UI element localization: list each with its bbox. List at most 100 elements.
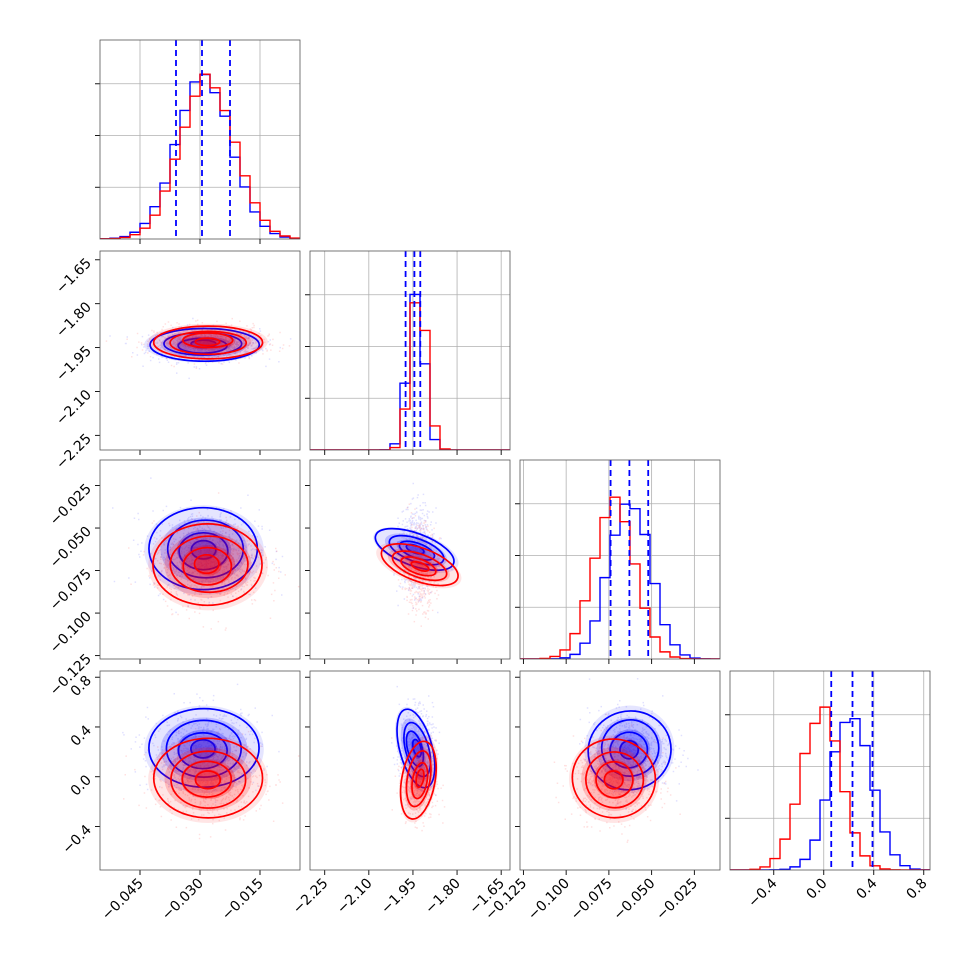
panel-plot-area [105, 317, 292, 380]
contour-line-1 [603, 770, 624, 790]
density-fill-1 [581, 747, 647, 812]
panel-frame [519, 670, 721, 871]
contour-line-0 [190, 539, 217, 560]
y-tick-label: −1.80 [53, 299, 95, 341]
density-fill-0 [190, 739, 218, 760]
y-tick-label: −2.25 [53, 431, 95, 473]
density-fill-1 [194, 769, 222, 790]
x-tick-label: −1.95 [378, 876, 420, 918]
density-fill-1 [180, 759, 236, 800]
scatter-points-0 [109, 317, 292, 380]
contour-line-0 [405, 730, 425, 768]
panel-3-3: −0.4 0.0 0.4 0.8 [725, 670, 931, 911]
x-tick-label: −0.030 [159, 876, 207, 924]
density-fill-1 [148, 735, 268, 823]
y-tick-label: −0.050 [47, 524, 95, 572]
x-tick-label: −0.015 [219, 876, 267, 924]
density-fill-1 [568, 735, 660, 824]
scatter-points-1 [128, 492, 300, 631]
scatter-points-1 [105, 317, 291, 369]
x-tick-label: −0.045 [99, 876, 147, 924]
density-fill-1 [164, 747, 252, 812]
density-fill-1 [180, 545, 236, 586]
contour-line-1 [182, 332, 234, 349]
panel-2-2 [515, 459, 721, 664]
panel-plot-area [553, 678, 699, 843]
contour-line-1 [182, 546, 233, 586]
density-fill-1 [148, 520, 268, 611]
panel-plot-area [520, 460, 720, 659]
panel-plot-area [310, 251, 510, 450]
contour-line-1 [152, 325, 264, 360]
density-fill-1 [603, 769, 625, 790]
contour-line-0 [190, 738, 216, 759]
panel-3-1: −2.25 −2.10 −1.95 −1.80 −1.65 [290, 670, 511, 918]
x-tick-label: −0.075 [568, 876, 616, 924]
density-fill-1 [164, 328, 252, 355]
density-fill-1 [376, 542, 462, 589]
panel-1-1 [305, 250, 511, 455]
contour-line-1 [380, 542, 459, 587]
y-tick-label: −2.10 [53, 387, 95, 429]
panel-plot-area [730, 671, 930, 870]
scatter-points-1 [397, 503, 442, 627]
contour-line-1 [405, 749, 432, 808]
x-tick-label: 0.4 [854, 875, 881, 902]
y-tick-label: −0.4 [59, 822, 94, 857]
density-fill-0 [160, 717, 248, 782]
density-fill-1 [409, 560, 429, 571]
contour-line-1 [411, 761, 429, 800]
y-tick-label: −1.95 [53, 343, 95, 385]
contour-line-1 [585, 751, 645, 809]
panel-3-0: −0.045 −0.030 −0.015−0.40.00.40.8 [59, 670, 301, 924]
contour-line-1 [193, 553, 220, 575]
contour-line-1 [152, 737, 264, 819]
scatter-points-1 [123, 719, 300, 840]
x-tick-label: −2.10 [334, 876, 376, 918]
panel-frame [729, 670, 931, 871]
contour-line-1 [169, 535, 249, 594]
x-tick-label: −2.25 [290, 876, 332, 918]
y-tick-label: 0.4 [68, 722, 95, 749]
y-tick-label: −1.65 [53, 255, 95, 297]
panel-frame [99, 670, 301, 871]
contour-line-1 [391, 550, 448, 582]
density-fill-1 [164, 532, 252, 599]
contour-line-1 [595, 760, 634, 799]
contour-line-1 [152, 523, 263, 607]
y-tick-label: 0.0 [68, 772, 95, 799]
x-tick-label: −0.4 [745, 875, 780, 910]
histogram-series-0 [310, 293, 510, 450]
y-tick-label: −0.025 [47, 481, 95, 529]
x-tick-label: −0.050 [611, 876, 659, 924]
contour-line-0 [587, 710, 672, 791]
panel-frame [309, 670, 511, 871]
contour-line-0 [165, 719, 243, 778]
density-fill-0 [584, 705, 675, 794]
x-tick-label: 0.0 [804, 876, 831, 903]
panel-2-1 [305, 459, 511, 664]
panel-plot-area [112, 477, 300, 631]
contour-line-0 [374, 527, 455, 572]
histogram-series-1 [310, 302, 510, 450]
x-tick-label: −0.025 [653, 876, 701, 924]
contour-line-1 [410, 560, 430, 572]
panel-plot-area [373, 482, 462, 627]
contour-line-0 [600, 719, 660, 777]
y-tick-label: −0.100 [47, 609, 95, 657]
panel-frame [519, 459, 721, 660]
histogram-series-0 [520, 503, 720, 659]
contour-line-0 [609, 731, 649, 769]
contour-line-1 [181, 760, 233, 798]
scatter-points-1 [553, 713, 681, 843]
density-fill-0 [144, 505, 264, 596]
panel-0-0 [95, 39, 301, 244]
x-tick-label: −0.100 [525, 876, 573, 924]
contour-line-0 [148, 707, 260, 789]
contour-line-1 [399, 740, 438, 820]
panel-plot-area [122, 683, 300, 840]
contour-line-1 [169, 330, 248, 356]
density-fill-0 [160, 517, 248, 583]
panel-frame [309, 250, 511, 451]
contour-line-1 [400, 556, 437, 577]
